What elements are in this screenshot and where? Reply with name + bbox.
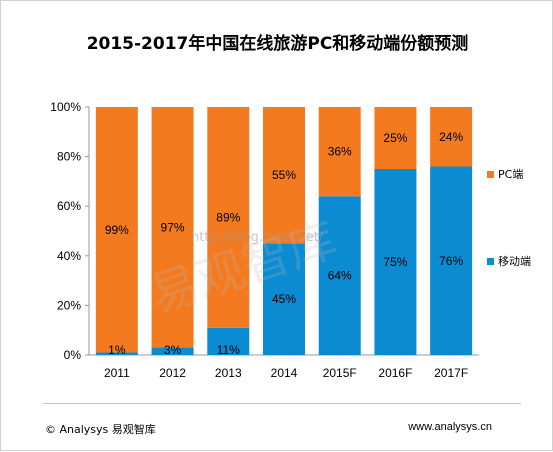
- data-label-mobile: 45%: [272, 292, 296, 306]
- bar-mobile: [95, 352, 138, 355]
- bar-mobile: [263, 243, 305, 355]
- data-label-pc: 97%: [161, 220, 185, 234]
- legend-swatch-mobile: [487, 258, 494, 265]
- footer-copyright: © Analysys 易观智库: [45, 423, 156, 436]
- data-label-mobile: 1%: [108, 343, 126, 357]
- bar-mobile: [207, 327, 250, 355]
- y-tick-label: 80%: [57, 150, 81, 164]
- data-label-mobile: 3%: [164, 343, 182, 357]
- bar-pc: [207, 107, 250, 328]
- y-tick-label: 60%: [57, 199, 81, 213]
- data-label-pc: 55%: [272, 168, 296, 182]
- legend-label-pc: PC端: [498, 168, 523, 181]
- data-label-pc: 36%: [328, 145, 352, 159]
- bar-pc: [263, 107, 305, 244]
- bar-pc: [374, 107, 417, 169]
- y-tick-label: 40%: [57, 249, 81, 263]
- data-label-pc: 24%: [439, 130, 463, 144]
- bar-mobile: [430, 166, 473, 355]
- data-label-mobile: 75%: [383, 255, 407, 269]
- y-tick-label: 0%: [64, 348, 82, 362]
- legend-label-mobile: 移动端: [498, 255, 531, 268]
- bar-mobile: [318, 196, 361, 355]
- x-tick-label: 2014: [271, 366, 298, 380]
- bar-pc: [318, 107, 361, 197]
- data-label-mobile: 76%: [439, 254, 463, 268]
- legend-swatch-pc: [487, 171, 494, 178]
- data-label-mobile: 11%: [217, 343, 240, 357]
- footer-divider: [43, 403, 521, 404]
- x-tick-label: 2015F: [323, 366, 357, 380]
- bar-pc: [430, 107, 473, 167]
- bar-mobile: [151, 347, 194, 355]
- bar-pc: [151, 107, 194, 348]
- bar-pc: [95, 107, 138, 353]
- data-label-pc: 89%: [216, 210, 240, 224]
- x-tick-label: 2013: [215, 366, 242, 380]
- chart-title: 2015-2017年中国在线旅游PC和移动端份额预测: [86, 34, 469, 54]
- x-tick-label: 2017F: [434, 366, 468, 380]
- data-label-mobile: 64%: [328, 269, 352, 283]
- x-tick-label: 2011: [104, 366, 130, 380]
- bar-mobile: [374, 169, 417, 355]
- x-tick-label: 2016F: [378, 366, 412, 380]
- data-label-pc: 25%: [383, 131, 407, 145]
- watermark-url: http://blog.csdn.net/: [191, 230, 324, 245]
- y-tick-label: 20%: [57, 298, 81, 312]
- x-tick-label: 2012: [159, 366, 186, 380]
- footer-website: www.analysys.cn: [408, 421, 492, 433]
- y-tick-label: 100%: [50, 100, 81, 114]
- data-label-pc: 99%: [105, 223, 129, 237]
